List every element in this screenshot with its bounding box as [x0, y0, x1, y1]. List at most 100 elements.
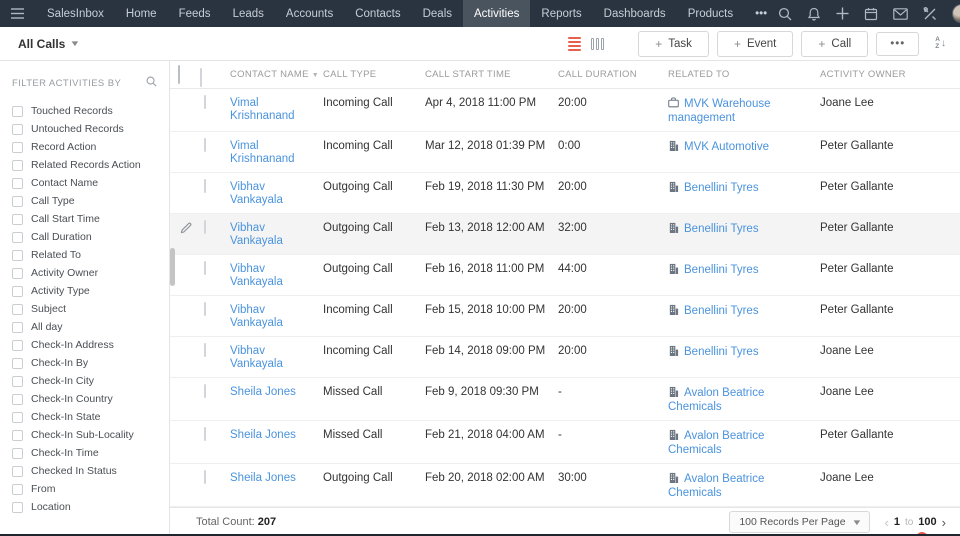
table-icon[interactable] [178, 65, 180, 84]
filter-checkbox[interactable] [12, 340, 23, 351]
row-checkbox[interactable] [204, 261, 206, 275]
search-icon[interactable] [778, 7, 792, 21]
filter-checkbox[interactable] [12, 322, 23, 333]
filter-item-activity-owner[interactable]: Activity Owner [12, 264, 157, 282]
filter-checkbox[interactable] [12, 412, 23, 423]
filter-checkbox[interactable] [12, 268, 23, 279]
table-row[interactable]: Sheila Jones Outgoing Call Feb 20, 2018 … [170, 464, 960, 507]
contact-name-link[interactable]: Vibhav Vankayala [230, 263, 283, 288]
column-header-call-start-time[interactable]: CALL START TIME [421, 69, 554, 80]
nav-item-accounts[interactable]: Accounts [275, 0, 344, 27]
related-to-link[interactable]: Benellini Tyres [684, 305, 759, 317]
edit-icon[interactable] [180, 222, 192, 234]
setup-wrench-icon[interactable] [923, 7, 937, 21]
related-to-link[interactable]: Avalon Beatrice Chemicals [668, 387, 764, 413]
row-checkbox[interactable] [204, 470, 206, 484]
filter-checkbox[interactable] [12, 142, 23, 153]
sidebar-scrollbar[interactable] [170, 248, 175, 286]
filter-checkbox[interactable] [12, 178, 23, 189]
records-per-page-dropdown[interactable]: 100 Records Per Page▼ [729, 511, 870, 533]
filter-checkbox[interactable] [12, 214, 23, 225]
next-page-icon[interactable]: › [942, 515, 946, 530]
filter-item-contact-name[interactable]: Contact Name [12, 174, 157, 192]
row-checkbox[interactable] [204, 179, 206, 193]
nav-item-feeds[interactable]: Feeds [168, 0, 222, 27]
related-to-link[interactable]: Benellini Tyres [684, 182, 759, 194]
table-row[interactable]: Vibhav Vankayala Incoming Call Feb 15, 2… [170, 296, 960, 337]
filter-checkbox[interactable] [12, 394, 23, 405]
filter-item-check-in-time[interactable]: Check-In Time [12, 444, 157, 462]
table-row[interactable]: Vimal Krishnanand Incoming Call Apr 4, 2… [170, 89, 960, 132]
previous-page-icon[interactable]: ‹ [884, 515, 888, 530]
filter-checkbox[interactable] [12, 466, 23, 477]
table-row[interactable]: Vibhav Vankayala Outgoing Call Feb 19, 2… [170, 173, 960, 214]
filter-checkbox[interactable] [12, 430, 23, 441]
notifications-bell-icon[interactable] [807, 7, 821, 21]
filter-item-activity-type[interactable]: Activity Type [12, 282, 157, 300]
nav-item-contacts[interactable]: Contacts [344, 0, 411, 27]
contact-name-link[interactable]: Vimal Krishnanand [230, 97, 295, 122]
contact-name-link[interactable]: Vimal Krishnanand [230, 140, 295, 165]
filter-item-check-in-sub-locality[interactable]: Check-In Sub-Locality [12, 426, 157, 444]
filter-checkbox[interactable] [12, 502, 23, 513]
contact-name-link[interactable]: Vibhav Vankayala [230, 222, 283, 247]
filter-item-check-in-country[interactable]: Check-In Country [12, 390, 157, 408]
create-task-button[interactable]: +Task [638, 31, 709, 57]
filter-item-record-action[interactable]: Record Action [12, 138, 157, 156]
nav-item-activities[interactable]: Activities [463, 0, 530, 27]
contact-name-link[interactable]: Sheila Jones [230, 429, 296, 441]
nav-item-salesinbox[interactable]: SalesInbox [36, 0, 115, 27]
table-row[interactable]: Sheila Jones Missed Call Feb 9, 2018 09:… [170, 378, 960, 421]
table-row[interactable]: Vibhav Vankayala Outgoing Call Feb 13, 2… [170, 214, 960, 255]
row-checkbox[interactable] [204, 384, 206, 398]
filter-checkbox[interactable] [12, 304, 23, 315]
quick-add-plus-icon[interactable] [836, 7, 849, 20]
filter-checkbox[interactable] [12, 196, 23, 207]
more-actions-button[interactable]: ••• [876, 32, 919, 56]
filter-checkbox[interactable] [12, 124, 23, 135]
filter-item-call-start-time[interactable]: Call Start Time [12, 210, 157, 228]
filter-item-from[interactable]: From [12, 480, 157, 498]
contact-name-link[interactable]: Vibhav Vankayala [230, 304, 283, 329]
filter-checkbox[interactable] [12, 484, 23, 495]
contact-name-link[interactable]: Vibhav Vankayala [230, 181, 283, 206]
filter-checkbox[interactable] [12, 250, 23, 261]
filter-item-all-day[interactable]: All day [12, 318, 157, 336]
contact-name-link[interactable]: Vibhav Vankayala [230, 345, 283, 370]
contact-name-link[interactable]: Sheila Jones [230, 386, 296, 398]
related-to-link[interactable]: Avalon Beatrice Chemicals [668, 430, 764, 456]
table-row[interactable]: Vimal Krishnanand Incoming Call Mar 12, … [170, 132, 960, 173]
filter-checkbox[interactable] [12, 232, 23, 243]
filter-item-related-records-action[interactable]: Related Records Action [12, 156, 157, 174]
column-view-icon[interactable] [591, 38, 604, 50]
filter-item-check-in-city[interactable]: Check-In City [12, 372, 157, 390]
related-to-link[interactable]: MVK Automotive [684, 141, 769, 153]
column-header-call-type[interactable]: CALL TYPE [319, 69, 421, 80]
list-view-icon[interactable] [568, 35, 581, 53]
row-checkbox[interactable] [204, 427, 206, 441]
related-to-link[interactable]: MVK Warehouse management [668, 98, 771, 124]
filter-item-check-in-address[interactable]: Check-In Address [12, 336, 157, 354]
column-header-contact-name[interactable]: CONTACT NAME▼ [226, 69, 319, 80]
related-to-link[interactable]: Benellini Tyres [684, 223, 759, 235]
filter-item-location[interactable]: Location [12, 498, 157, 516]
filter-checkbox[interactable] [12, 376, 23, 387]
filter-item-related-to[interactable]: Related To [12, 246, 157, 264]
nav-item-[interactable]: ••• [744, 0, 778, 27]
view-selector[interactable]: All Calls ▼ [18, 37, 79, 51]
user-avatar[interactable] [952, 4, 960, 23]
column-header-activity-owner[interactable]: ACTIVITY OWNER [816, 69, 960, 80]
row-checkbox[interactable] [204, 220, 206, 234]
related-to-link[interactable]: Benellini Tyres [684, 346, 759, 358]
row-checkbox[interactable] [204, 343, 206, 357]
filter-item-check-in-state[interactable]: Check-In State [12, 408, 157, 426]
nav-item-home[interactable]: Home [115, 0, 168, 27]
filter-checkbox[interactable] [12, 286, 23, 297]
related-to-link[interactable]: Avalon Beatrice Chemicals [668, 473, 764, 499]
column-header-related-to[interactable]: RELATED TO [664, 69, 816, 80]
filter-item-untouched-records[interactable]: Untouched Records [12, 120, 157, 138]
filter-checkbox[interactable] [12, 448, 23, 459]
filter-item-check-in-by[interactable]: Check-In By [12, 354, 157, 372]
select-all-checkbox[interactable] [200, 68, 202, 87]
row-checkbox[interactable] [204, 138, 206, 152]
